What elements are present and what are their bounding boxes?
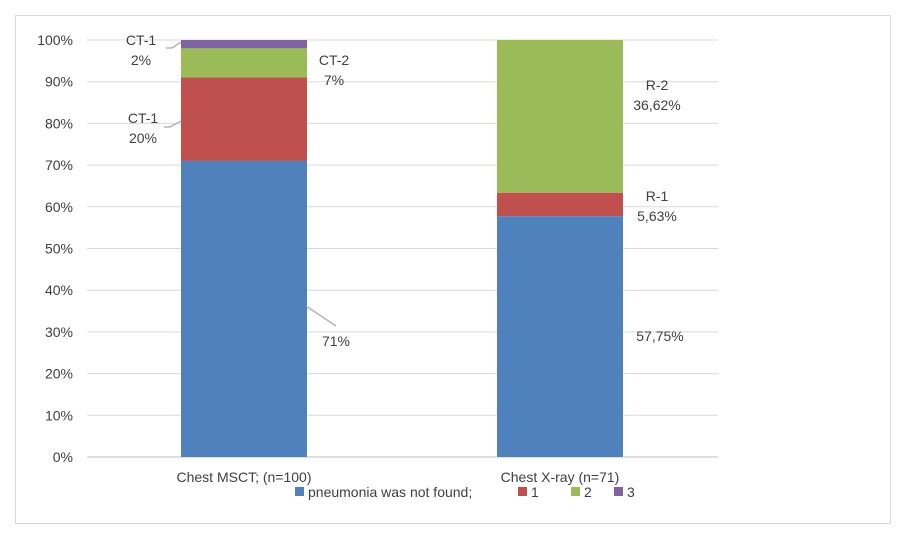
x-tick-label-1: Chest X-ray (n=71) [501,469,620,485]
y-tick-label-0: 0% [53,449,73,465]
x-tick-label-0: Chest MSCT; (n=100) [177,469,312,485]
legend-label-2: 2 [584,484,592,500]
y-tick-label-9: 90% [45,74,73,90]
data-label-6-1: 36,62% [633,97,680,113]
legend-swatch-0 [295,487,304,496]
y-tick-label-2: 20% [45,366,73,382]
data-label-6-0: R-2 [646,77,669,93]
legend-swatch-2 [571,487,580,496]
data-label-3-1: 2% [131,52,151,68]
data-label-1-0: CT-1 [128,110,159,126]
y-tick-label-10: 100% [37,32,73,48]
bar-segment-0-2 [181,48,307,78]
legend-label-1: 1 [531,484,539,500]
data-label-2-1: 7% [324,72,344,88]
legend-swatch-1 [518,487,527,496]
data-label-5-0: R-1 [646,188,669,204]
annotation-leader-1 [164,120,182,128]
annotation-leader-3 [166,41,182,49]
data-label-3-0: CT-1 [126,32,157,48]
chart-frame [15,15,891,524]
y-tick-label-4: 40% [45,282,73,298]
data-label-2-0: CT-2 [319,52,350,68]
y-tick-label-3: 30% [45,324,73,340]
data-label-5-1: 5,63% [637,208,677,224]
bar-segment-1-0 [497,216,623,457]
legend-label-0: pneumonia was not found; [308,484,472,500]
y-tick-label-1: 10% [45,407,73,423]
data-label-4-0: 57,75% [636,328,683,344]
legend-swatch-3 [614,487,623,496]
bar-segment-0-3 [181,40,307,49]
annotation-leader-0 [305,305,337,327]
legend-label-3: 3 [627,484,635,500]
y-tick-label-5: 50% [45,241,73,257]
bar-segment-1-2 [497,40,623,193]
bar-segment-0-1 [181,77,307,161]
y-tick-label-7: 70% [45,157,73,173]
bar-segment-1-1 [497,192,623,217]
y-tick-label-6: 60% [45,199,73,215]
y-tick-label-8: 80% [45,115,73,131]
bar-segment-0-0 [181,160,307,457]
data-label-1-1: 20% [129,130,157,146]
data-label-0-0: 71% [322,333,350,349]
